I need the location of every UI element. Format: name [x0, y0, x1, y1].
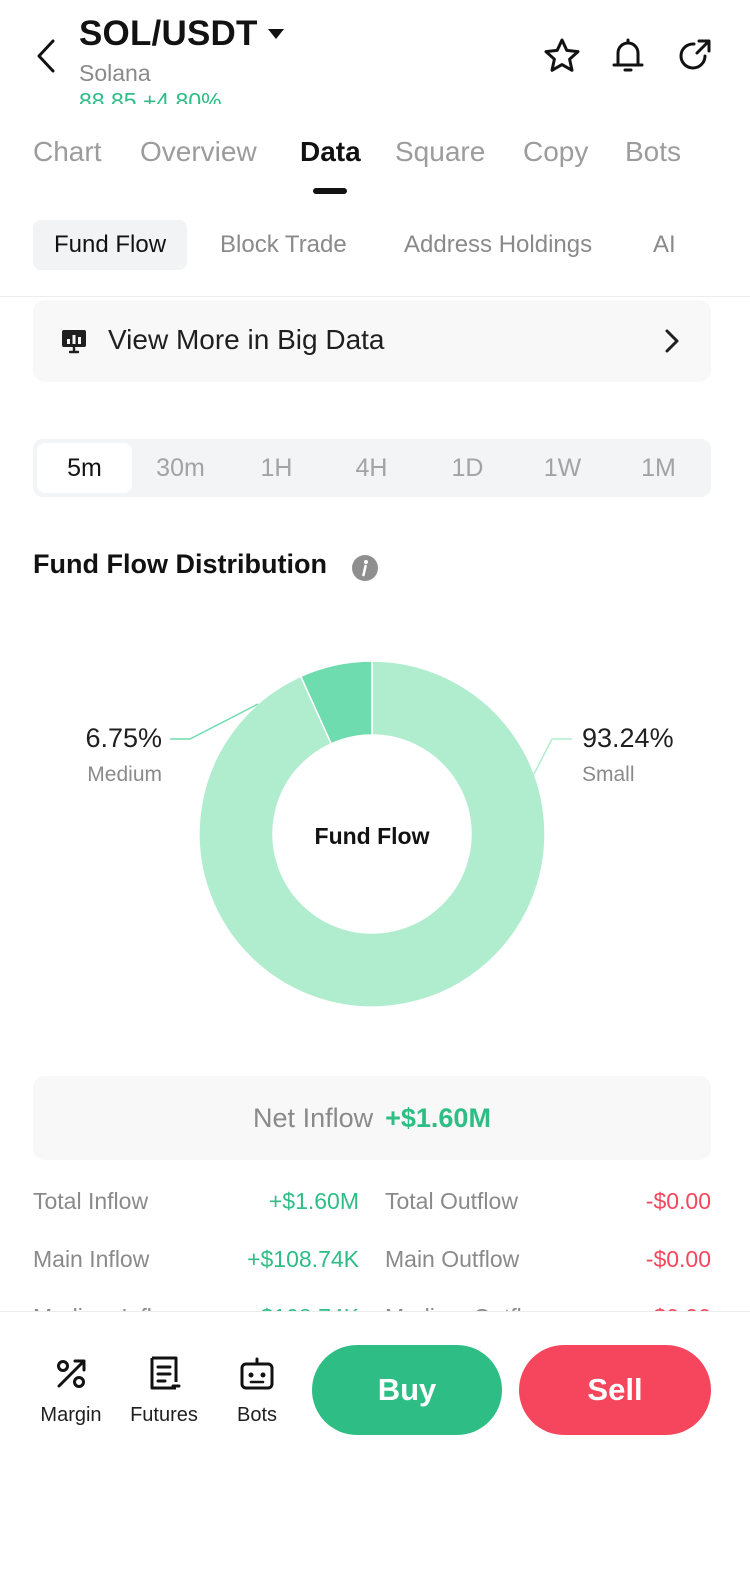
stat-row: Medium Inflow +$108.74K Medium Outflow -… — [0, 1304, 750, 1313]
pair-name: Solana — [79, 60, 151, 86]
sub-tabs: Fund Flow Block Trade Address Holdings A… — [0, 220, 750, 272]
star-icon — [544, 38, 580, 72]
range-4h[interactable]: 4H — [355, 454, 388, 482]
small-name-label: Small — [582, 763, 635, 786]
stat-in-label: Medium Inflow — [33, 1304, 181, 1313]
range-30m[interactable]: 30m — [156, 454, 205, 482]
price-change: 88.85 +4.80% — [79, 88, 222, 104]
medium-name-label: Medium — [87, 763, 162, 786]
small-percent-label: 93.24% — [582, 723, 674, 753]
back-button[interactable] — [30, 36, 62, 76]
view-more-label: View More in Big Data — [108, 324, 385, 355]
bell-icon — [612, 38, 644, 72]
margin-icon — [57, 1359, 86, 1388]
subtab-ai[interactable]: AI — [653, 231, 676, 258]
alert-button[interactable] — [608, 36, 648, 76]
medium-percent-label: 6.75% — [85, 723, 162, 753]
bots-icon — [240, 1357, 274, 1390]
tab-bots[interactable]: Bots — [625, 136, 682, 167]
buy-button[interactable]: Buy — [312, 1345, 502, 1435]
flow-stats: Total Inflow +$1.60M Total Outflow -$0.0… — [0, 1178, 750, 1313]
section-title: Fund Flow Distribution — [33, 549, 327, 579]
stat-in-value: +$1.60M — [268, 1188, 359, 1214]
stat-row: Main Inflow +$108.74K Main Outflow -$0.0… — [0, 1246, 750, 1286]
bots-button[interactable]: Bots — [212, 1354, 302, 1434]
tab-square[interactable]: Square — [395, 136, 486, 167]
subtab-address-holdings[interactable]: Address Holdings — [404, 231, 593, 258]
stat-out-label: Main Outflow — [385, 1246, 520, 1272]
stat-out-value: -$0.00 — [645, 1246, 711, 1272]
fund-flow-donut-chart: 6.75% Medium 93.24% Small Fund Flow — [85, 660, 674, 1008]
small-leader-line — [533, 738, 572, 775]
tab-copy[interactable]: Copy — [523, 136, 589, 167]
tab-overview[interactable]: Overview — [140, 136, 257, 167]
range-1d[interactable]: 1D — [451, 454, 484, 482]
donut-slice-medium[interactable] — [299, 660, 373, 745]
divider — [0, 296, 750, 297]
sell-button[interactable]: Sell — [519, 1345, 711, 1435]
stat-in-value: +$108.74K — [247, 1246, 359, 1272]
futures-label: Futures — [130, 1404, 198, 1426]
donut-slice-small[interactable] — [198, 660, 546, 1008]
stat-out-label: Total Outflow — [385, 1188, 518, 1214]
stat-in-label: Total Inflow — [33, 1188, 149, 1214]
range-1m[interactable]: 1M — [641, 454, 676, 482]
stat-in-value: +$108.74K — [247, 1304, 359, 1313]
stat-in-label: Main Inflow — [33, 1246, 150, 1272]
stat-row: Total Inflow +$1.60M Total Outflow -$0.0… — [0, 1188, 750, 1228]
subtab-block-trade[interactable]: Block Trade — [220, 231, 347, 258]
stat-out-value: -$0.00 — [645, 1188, 711, 1214]
favorite-button[interactable] — [542, 36, 582, 76]
range-1w[interactable]: 1W — [543, 454, 582, 482]
share-button[interactable] — [674, 36, 714, 76]
active-tab-indicator — [313, 188, 347, 194]
net-inflow-label: Net Inflow — [253, 1103, 374, 1133]
chevron-right-icon — [665, 329, 679, 353]
net-inflow-card: Net Inflow +$1.60M — [33, 1076, 711, 1160]
caret-down-icon[interactable] — [266, 26, 286, 42]
pair-title[interactable]: SOL/USDT — [79, 14, 258, 53]
margin-label: Margin — [40, 1404, 102, 1426]
subtab-fund-flow[interactable]: Fund Flow — [33, 220, 188, 270]
share-icon — [679, 39, 711, 70]
tab-chart[interactable]: Chart — [33, 136, 102, 167]
time-range-selector: 5m 30m 1H 4H 1D 1W 1M — [33, 439, 711, 497]
futures-button[interactable]: Futures — [119, 1354, 209, 1434]
view-more-big-data-button[interactable]: View More in Big Data — [33, 300, 711, 382]
info-icon[interactable] — [351, 554, 379, 582]
bots-label: Bots — [236, 1404, 278, 1426]
futures-icon — [150, 1356, 181, 1390]
donut-center-label: Fund Flow — [315, 823, 430, 849]
range-5m[interactable]: 5m — [37, 443, 132, 493]
net-inflow-value: +$1.60M — [385, 1103, 491, 1133]
margin-button[interactable]: Margin — [26, 1354, 116, 1434]
tab-data[interactable]: Data — [300, 136, 361, 167]
range-1h[interactable]: 1H — [260, 454, 293, 482]
chevron-left-icon — [37, 39, 55, 73]
presentation-chart-icon — [62, 330, 86, 354]
medium-leader-line — [170, 703, 259, 740]
header: SOL/USDT Solana 88.85 +4.80% — [0, 0, 750, 104]
bottom-action-bar: Margin Futures Bots Buy Sell — [0, 1311, 750, 1580]
stat-out-label: Medium Outflow — [385, 1304, 551, 1313]
main-tabs: Chart Overview Data Square Copy Bots — [0, 128, 750, 198]
stat-out-value: -$0.00 — [646, 1304, 711, 1313]
